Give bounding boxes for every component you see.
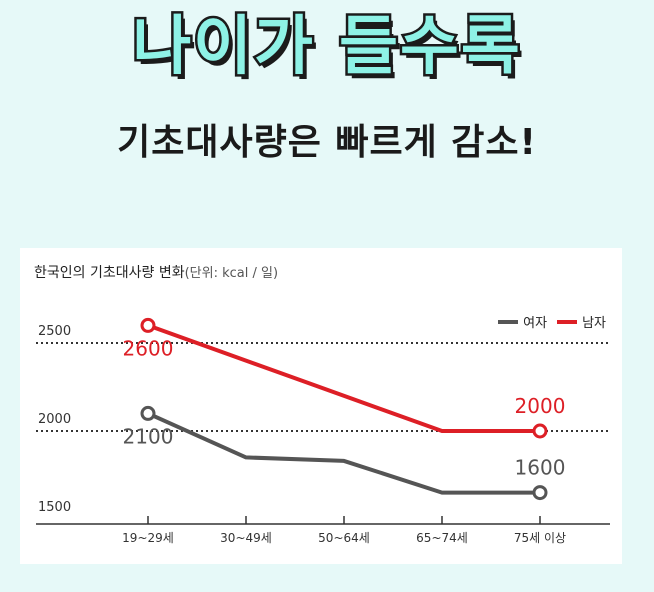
chart-title-text: 한국인의 기초대사량 변화: [34, 265, 185, 281]
x-tick-label-2: 50~64세: [318, 531, 370, 545]
x-tick-label-1: 30~49세: [220, 531, 272, 545]
chart-card: 2500 2000 1500 19~29세 30~49세 50~64세 65~74세 75세 …: [20, 248, 622, 564]
data-label-0: 2100: [123, 424, 174, 448]
data-label-2: 2600: [123, 336, 174, 360]
chart-unit-note: (단위: kcal / 일): [184, 266, 279, 281]
x-tick-label-4: 75세 이상: [514, 531, 566, 545]
legend-swatch-female: [498, 319, 519, 324]
legend-label-male: 남자: [582, 316, 606, 331]
point-marker-0: [140, 405, 156, 421]
legend-item-female: 여자: [498, 312, 547, 331]
headline: 나이가 들수록: [130, 8, 523, 87]
series-line-female: [147, 411, 540, 495]
y-tick-label-1500: 1500: [38, 500, 71, 515]
point-marker-2: [140, 317, 156, 333]
legend-swatch-male: [557, 319, 578, 324]
chart-title: 한국인의 기초대사량 변화(단위: kcal / 일): [34, 262, 278, 282]
data-label-1: 1600: [515, 456, 566, 480]
legend-item-male: 남자: [557, 312, 606, 331]
y-tick-label-2500: 2500: [38, 324, 71, 339]
point-marker-1: [532, 485, 548, 501]
data-label-3: 2000: [515, 394, 566, 418]
chart-legend: 여자 남자: [488, 312, 606, 331]
subheadline: 기초대사량은 빠르게 감소!: [117, 122, 537, 163]
x-tick-label-3: 65~74세: [416, 531, 468, 545]
legend-label-female: 여자: [523, 316, 548, 331]
series-line-male: [147, 323, 540, 433]
line-chart: 2500 2000 1500 19~29세 30~49세 50~64세 65~74세 75세 …: [36, 317, 610, 545]
point-marker-3: [532, 423, 548, 439]
y-tick-label-2000: 2000: [38, 412, 71, 427]
x-tick-label-0: 19~29세: [122, 531, 174, 545]
